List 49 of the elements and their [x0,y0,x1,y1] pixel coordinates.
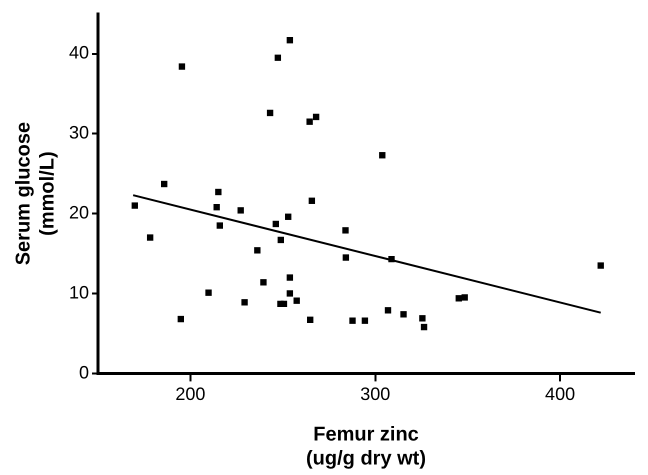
point [146,234,154,241]
point [307,316,314,324]
point [379,152,386,158]
point [312,114,320,120]
y-axis-title: Serum glucose (mmol/L) [12,122,59,266]
point [216,222,223,229]
point [388,256,395,262]
point [274,54,282,61]
x-tick-label: 400 [545,384,576,404]
point [215,188,222,196]
point [178,63,186,70]
point [342,254,350,261]
point [384,307,392,314]
y-tick-label: 10 [68,282,90,302]
point [400,311,407,318]
point [238,207,244,214]
point [213,204,220,210]
point [266,110,274,116]
point [362,317,368,324]
point [598,262,604,269]
point [294,298,300,304]
point [419,315,426,322]
y-tick-label: 20 [68,202,90,223]
point [462,294,468,301]
point [285,214,292,220]
point [254,247,261,254]
point [286,274,294,281]
point [349,317,356,324]
point [456,295,462,302]
point [161,180,168,188]
point [286,36,294,44]
point [286,290,294,297]
point [280,300,288,308]
point [272,220,279,228]
y-tick-label: 40 [68,42,90,63]
point [278,236,284,244]
x-axis-title: Femur zinc (ug/g dry wt) [306,424,426,470]
point [132,202,138,209]
point [260,279,267,286]
y-tick-label: 0 [79,362,90,382]
point [205,290,212,296]
point [178,316,184,322]
point [342,227,349,234]
y-tick-label: 30 [68,122,90,143]
point [306,118,313,125]
point [308,198,316,204]
x-tick-label: 300 [360,384,390,404]
x-tick-label: 200 [175,384,206,404]
point [241,299,248,306]
